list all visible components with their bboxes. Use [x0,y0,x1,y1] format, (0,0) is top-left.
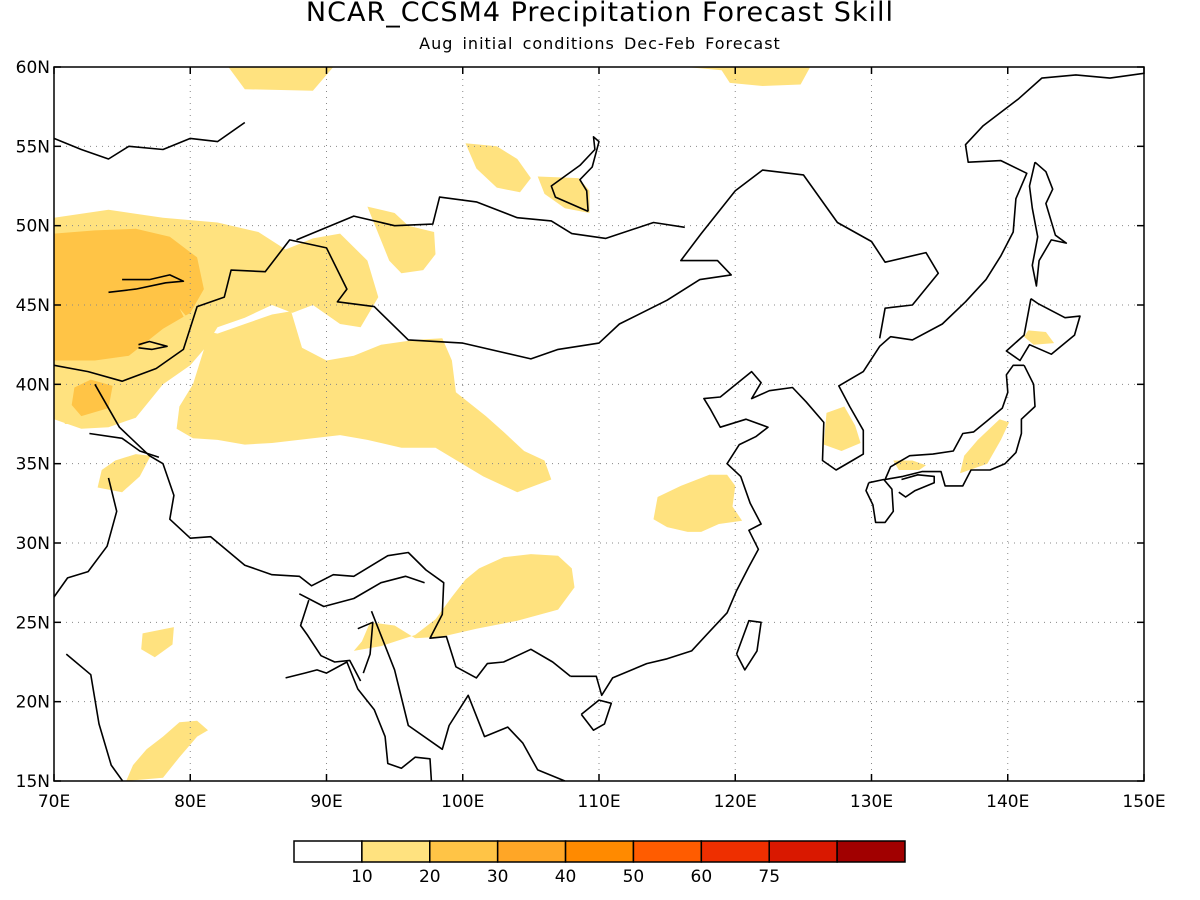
coastline-segment [580,699,613,732]
lat-tick-label: 25N [16,613,50,633]
colorbar-swatch [836,840,906,863]
lat-tick-label: 40N [16,375,50,395]
skill-region-10-20-12 [960,419,1010,474]
coastline-segment [357,621,374,674]
axis-ticks: 70E 80E 90E 100E 110E 120E 130E 140E 150E 15N 20N 2… [16,58,1166,812]
skill-region-10-20-16 [228,67,334,91]
coastline-segment [138,340,168,351]
coastline-segment [735,619,762,671]
coastline-segment [1028,161,1068,287]
colorbar-label: 75 [758,867,780,887]
colorbar-label: 20 [419,867,441,887]
coastline-segment [65,653,124,781]
lon-tick-label: 150E [1122,792,1165,812]
skill-region-20-30-1 [54,228,204,361]
lat-tick-label: 30N [16,534,50,554]
chart-subtitle: Aug initial conditions Dec-Feb Forecast [419,34,781,53]
colorbar-swatch [429,840,499,863]
coastline-segment [865,478,895,524]
lat-tick-label: 15N [16,772,50,792]
coastline-segment [296,196,685,241]
lon-tick-label: 80E [174,792,206,812]
lon-tick-label: 90E [310,792,342,812]
colorbar-label: 40 [555,867,577,887]
coastline-segment [550,136,600,213]
skill-region-10-20-14 [1024,330,1055,345]
lat-tick-label: 60N [16,58,50,78]
coastline-segment [54,477,118,599]
colorbar-swatch [361,840,431,863]
coastline-segment [94,383,571,679]
coastline-segment [299,599,362,682]
skill-region-10-20-10 [653,474,743,532]
coastline-segment [108,274,185,294]
grid-lines [54,67,1144,781]
skill-region-10-20-5 [97,454,151,493]
lat-tick-label: 50N [16,217,50,237]
lon-tick-label: 140E [986,792,1029,812]
skill-region-10-20-17 [141,627,174,658]
skill-region-10-20-7 [367,206,436,274]
skill-region-10-20-13 [893,460,926,470]
colorbar-label: 10 [351,867,373,887]
colorbar-swatch [564,840,635,863]
colorbar-swatch [632,840,703,863]
lon-tick-label: 130E [850,792,893,812]
coastline-segment [298,575,425,608]
colorbar-label: 50 [623,867,645,887]
chart-title: NCAR_CCSM4 Precipitation Forecast Skill [305,0,895,28]
colorbar-label: 60 [691,867,713,887]
lat-tick-label: 55N [16,137,50,157]
colorbar-swatch [496,840,567,863]
colorbar-swatch [768,840,838,863]
lon-tick-label: 120E [714,792,757,812]
coastline-segment [370,610,566,781]
lon-tick-label: 70E [38,792,70,812]
skill-region-10-20-2 [176,308,552,493]
colorbar-swatch [293,840,363,863]
coastline-segment [570,72,1144,697]
lat-tick-label: 20N [16,693,50,713]
coastline-segment [1005,298,1081,362]
colorbar: 10 20 30 40 50 60 75 [293,840,906,887]
coastline-segment [285,661,433,781]
skill-region-10-20-11 [823,406,861,451]
skill-region-10-20-8 [465,143,531,193]
skill-region-20-30-4 [71,379,113,417]
coastline-segment [89,432,160,459]
skill-region-10-20-15 [686,67,811,86]
lat-tick-label: 45N [16,296,50,316]
coastline-segment [54,121,246,160]
colorbar-label: 30 [487,867,509,887]
lon-tick-label: 100E [441,792,484,812]
lat-tick-label: 35N [16,455,50,475]
colorbar-swatch [700,840,770,863]
skill-region-10-20-6 [353,554,575,651]
lon-tick-label: 110E [577,792,620,812]
coastline-segment [898,473,936,498]
coastline-segment [54,169,940,383]
skill-shading-layer [54,67,1055,781]
coastlines-borders [54,72,1144,781]
coastline-segment [884,364,1036,487]
skill-region-10-20-18 [126,720,208,781]
